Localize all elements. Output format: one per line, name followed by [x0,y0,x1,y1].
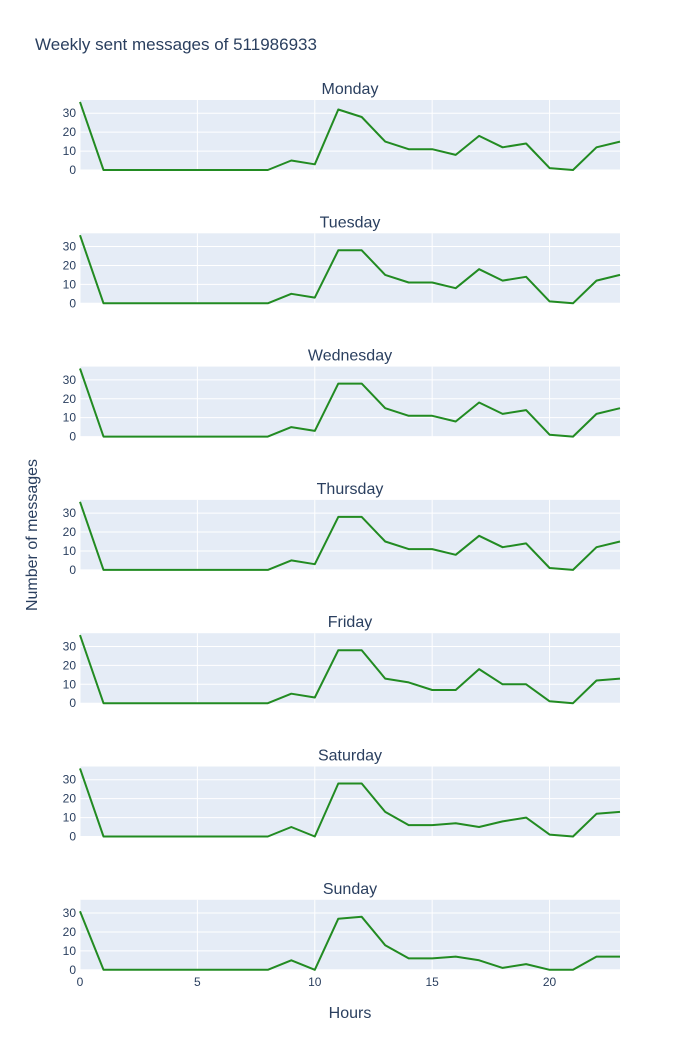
subplot-monday: 0 10 20 30 Monday [63,81,621,177]
series-line-saturday [79,768,621,838]
y-tick-label: 20 [63,792,77,806]
series-line-monday [79,101,621,171]
y-tick-label: 20 [63,525,77,539]
subplot-title-friday: Friday [328,614,372,631]
y-tick-label: 10 [63,544,77,558]
series-line-thursday [79,501,621,571]
y-tick-label: 30 [63,639,77,653]
y-tick-label: 10 [63,811,77,825]
y-tick-label: 20 [63,258,77,272]
subplot-thursday: 0 10 20 30 Thursday [63,481,621,577]
plot-area-friday [80,633,620,704]
subplot-title-saturday: Saturday [318,748,382,765]
y-tick-label: 0 [69,830,76,844]
subplot-title-tuesday: Tuesday [320,214,381,231]
y-tick-label: 10 [63,411,77,425]
plot-area-sunday [80,899,620,970]
y-tick-label: 20 [63,658,77,672]
y-tick-label: 30 [63,373,77,387]
chart-title: Weekly sent messages of 511986933 [35,35,317,54]
subplot-sunday: 0 10 20 30 Sunday 0 5 10 15 20 [63,881,620,989]
x-tick-label: 0 [77,975,84,989]
y-tick-label: 0 [69,696,76,710]
y-tick-label: 20 [63,125,77,139]
y-tick-label: 10 [63,944,77,958]
plot-area-wednesday [80,366,620,437]
x-tick-label: 20 [543,975,557,989]
y-tick-label: 0 [69,163,76,177]
subplot-title-monday: Monday [322,81,379,98]
series-line-wednesday [79,368,621,438]
y-tick-label: 20 [63,925,77,939]
subplot-title-thursday: Thursday [317,481,384,498]
y-tick-label: 0 [69,963,76,977]
y-tick-label: 10 [63,277,77,291]
subplot-title-wednesday: Wednesday [308,348,392,365]
subplot-friday: 0 10 20 30 Friday [63,614,621,710]
subplot-wednesday: 0 10 20 30 Wednesday [63,348,621,444]
y-tick-label: 30 [63,240,77,254]
y-tick-label: 30 [63,106,77,120]
subplots: 0 10 20 30 Monday 0 10 20 30 Tuesday 0 10 20 30 Wednes… [63,81,621,989]
subplot-tuesday: 0 10 20 30 Tuesday [63,214,621,310]
y-tick-label: 30 [63,906,77,920]
series-line-sunday [79,910,620,971]
y-tick-label: 0 [69,563,76,577]
y-tick-label: 10 [63,677,77,691]
x-tick-label: 15 [425,975,439,989]
plot-area-tuesday [80,233,620,304]
y-tick-label: 30 [63,773,77,787]
series-line-tuesday [79,234,621,305]
subplot-title-sunday: Sunday [323,881,377,898]
y-tick-label: 20 [63,392,77,406]
x-tick-label: 10 [308,975,322,989]
plot-area-thursday [80,499,620,570]
y-tick-label: 30 [63,506,77,520]
plot-area-monday [80,100,620,170]
y-tick-label: 10 [63,144,77,158]
y-tick-label: 0 [69,296,76,310]
series-line-friday [79,634,621,705]
plot-area-saturday [80,766,620,837]
y-axis-title: Number of messages [24,459,41,611]
x-axis-title: Hours [329,1005,372,1022]
x-tick-label: 5 [194,975,201,989]
y-tick-label: 0 [69,430,76,444]
subplot-saturday: 0 10 20 30 Saturday [63,748,621,844]
